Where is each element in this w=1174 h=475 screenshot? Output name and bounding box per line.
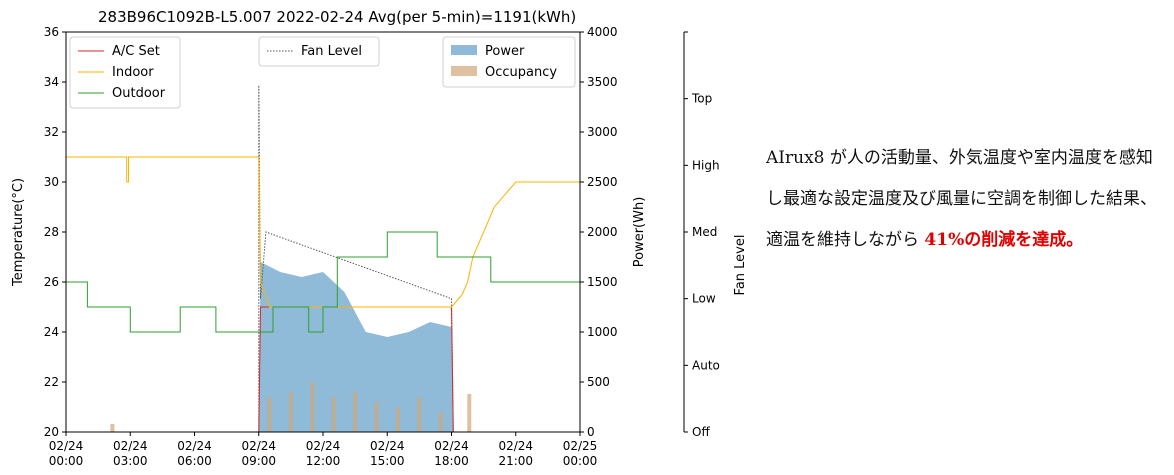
plot-area: 20 22 24 26 28 30 32 34 36 0 500 1000 1500 2000 2500 30… [44,25,720,468]
legend-power-label: Occupancy [485,65,557,80]
y-tick-label: 34 [44,75,59,89]
y2-axis-label: Power(Wh) [632,197,647,268]
description-body: AIrux8 が人の活動量、外気温度や室内温度を感知し最適な設定温度及び風量に空… [766,148,1157,250]
series-outdoor-line [66,231,580,333]
y2-tick-label: 2000 [587,225,618,239]
x-tick-label-time: 06:00 [177,454,212,468]
series-indoor-line [66,156,580,308]
x-tick-label-time: 00:00 [563,454,598,468]
occupancy-bar-1 [267,397,272,432]
y-tick-label: 22 [44,375,59,389]
occupancy-bar-6 [374,402,379,432]
y-tick-label: 36 [44,25,59,39]
legend-temperature-label: Outdoor [112,86,166,101]
occupancy-bar-3 [310,382,315,432]
occupancy-bar-10 [467,394,472,432]
x-tick-label-time: 15:00 [370,454,405,468]
y2-tick-label: 0 [587,425,595,439]
fan-tick-label: Top [691,92,712,106]
y2-tick-label: 2500 [587,175,618,189]
y-tick-label: 26 [44,275,59,289]
x-tick-label-date: 02/24 [498,439,533,453]
occupancy-bar-7 [396,407,400,432]
x-tick-label-date: 02/24 [370,439,405,453]
fan-tick-label: Med [692,225,717,239]
x-tick-label-date: 02/24 [434,439,469,453]
x-tick-label-date: 02/24 [241,439,276,453]
fan-tick-label: Low [692,292,716,306]
y-axis-label: Temperature(°C) [11,178,26,287]
y2-tick-label: 4000 [587,25,618,39]
occupancy-bar-8 [417,397,422,432]
y3-axis-label: Fan Level [733,235,748,296]
energy-chart: 20 22 24 26 28 30 32 34 36 0 500 1000 1500 2000 2500 30… [11,8,748,468]
series-power-area [258,262,454,432]
x-tick-label-time: 03:00 [113,454,148,468]
occupancy-bar-4 [331,397,336,432]
x-tick-label-time: 12:00 [306,454,341,468]
legend-temperature-label: Indoor [112,65,154,80]
x-tick-label-date: 02/24 [306,439,341,453]
y2-tick-label: 3000 [587,125,618,139]
occupancy-bar-2 [288,392,293,432]
y-tick-label: 20 [44,425,59,439]
chart-title: 283B96C1092B-L5.007 2022-02-24 Avg(per 5… [98,8,576,26]
fan-tick-label: Auto [692,358,720,372]
y-tick-label: 24 [44,325,59,339]
description-text: AIrux8 が人の活動量、外気温度や室内温度を感知し最適な設定温度及び風量に空… [766,138,1166,261]
legend-temperature-box [69,36,181,109]
fan-tick-label: Off [692,425,710,439]
x-tick-label-date: 02/24 [177,439,212,453]
x-tick-label-time: 00:00 [49,454,84,468]
occupancy-bar-5 [353,392,358,432]
occupancy-bar-0 [110,424,115,432]
x-tick-label-date: 02/25 [563,439,598,453]
legend-fan-label: Fan Level [301,44,362,59]
legend-power-swatch [451,45,477,55]
x-tick-label-date: 02/24 [113,439,148,453]
legend-fan-box [258,36,380,67]
x-tick-label-time: 09:00 [241,454,276,468]
y-tick-label: 28 [44,225,59,239]
y-tick-label: 32 [44,125,59,139]
x-tick-label-date: 02/24 [49,439,84,453]
legend-power-label: Power [485,44,525,59]
occupancy-bar-9 [438,412,443,432]
legend-temperature-label: A/C Set [112,44,160,59]
y2-tick-label: 1000 [587,325,618,339]
description-highlight: 41%の削減を達成。 [924,230,1084,250]
x-tick-label-time: 21:00 [498,454,533,468]
x-tick-label-time: 18:00 [434,454,469,468]
y2-tick-label: 500 [587,375,610,389]
y2-tick-label: 3500 [587,75,618,89]
legend-power-swatch [451,66,477,76]
y-tick-label: 30 [44,175,59,189]
fan-tick-label: High [692,158,720,172]
y2-tick-label: 1500 [587,275,618,289]
